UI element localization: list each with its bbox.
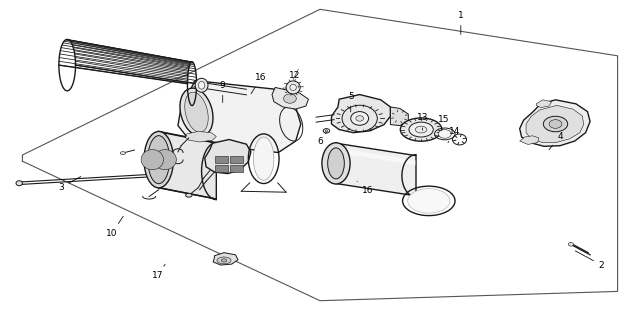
Ellipse shape <box>198 81 205 89</box>
Ellipse shape <box>284 94 296 103</box>
Polygon shape <box>215 165 228 172</box>
Polygon shape <box>520 100 590 146</box>
Text: 13: 13 <box>417 113 428 130</box>
Ellipse shape <box>195 78 208 92</box>
Text: 10: 10 <box>106 216 124 238</box>
Ellipse shape <box>438 130 451 138</box>
Polygon shape <box>272 87 308 109</box>
Ellipse shape <box>148 136 170 184</box>
Ellipse shape <box>186 193 192 197</box>
Polygon shape <box>536 100 552 108</box>
Ellipse shape <box>409 122 433 137</box>
Polygon shape <box>336 143 416 196</box>
Ellipse shape <box>415 126 427 133</box>
Ellipse shape <box>253 137 274 180</box>
Ellipse shape <box>286 81 300 94</box>
Text: 2: 2 <box>575 251 604 270</box>
Polygon shape <box>520 136 539 144</box>
Polygon shape <box>213 253 238 265</box>
Text: 5: 5 <box>348 91 353 112</box>
Text: 3: 3 <box>58 176 81 192</box>
Polygon shape <box>205 140 251 174</box>
Ellipse shape <box>141 150 164 170</box>
Ellipse shape <box>120 152 125 155</box>
Polygon shape <box>178 81 301 153</box>
Text: 16: 16 <box>251 73 267 94</box>
Ellipse shape <box>154 150 177 170</box>
Polygon shape <box>159 132 216 199</box>
Ellipse shape <box>568 242 573 246</box>
Polygon shape <box>186 131 216 142</box>
Ellipse shape <box>408 188 450 213</box>
Ellipse shape <box>290 84 296 91</box>
Ellipse shape <box>549 120 562 128</box>
Text: 12: 12 <box>289 71 300 87</box>
Polygon shape <box>390 107 408 126</box>
Text: 6: 6 <box>317 133 326 146</box>
Polygon shape <box>215 156 228 163</box>
Ellipse shape <box>217 257 231 264</box>
Text: 14: 14 <box>448 127 460 143</box>
Ellipse shape <box>16 181 22 186</box>
Text: 17: 17 <box>152 264 165 281</box>
Ellipse shape <box>163 173 170 177</box>
Ellipse shape <box>401 118 442 141</box>
Ellipse shape <box>328 148 344 179</box>
Ellipse shape <box>322 143 350 184</box>
Ellipse shape <box>543 116 568 132</box>
Ellipse shape <box>221 259 227 262</box>
Polygon shape <box>526 105 584 143</box>
Ellipse shape <box>356 116 364 121</box>
Ellipse shape <box>185 92 208 132</box>
Text: 15: 15 <box>438 115 449 130</box>
Ellipse shape <box>180 88 213 136</box>
Text: 9: 9 <box>220 81 225 103</box>
Text: 1: 1 <box>458 11 463 34</box>
Ellipse shape <box>144 131 173 188</box>
Ellipse shape <box>325 130 328 132</box>
Polygon shape <box>230 156 243 163</box>
Polygon shape <box>230 165 243 172</box>
Text: 4: 4 <box>549 132 563 150</box>
Polygon shape <box>332 95 390 133</box>
Text: 16: 16 <box>357 181 374 195</box>
Ellipse shape <box>351 112 369 125</box>
